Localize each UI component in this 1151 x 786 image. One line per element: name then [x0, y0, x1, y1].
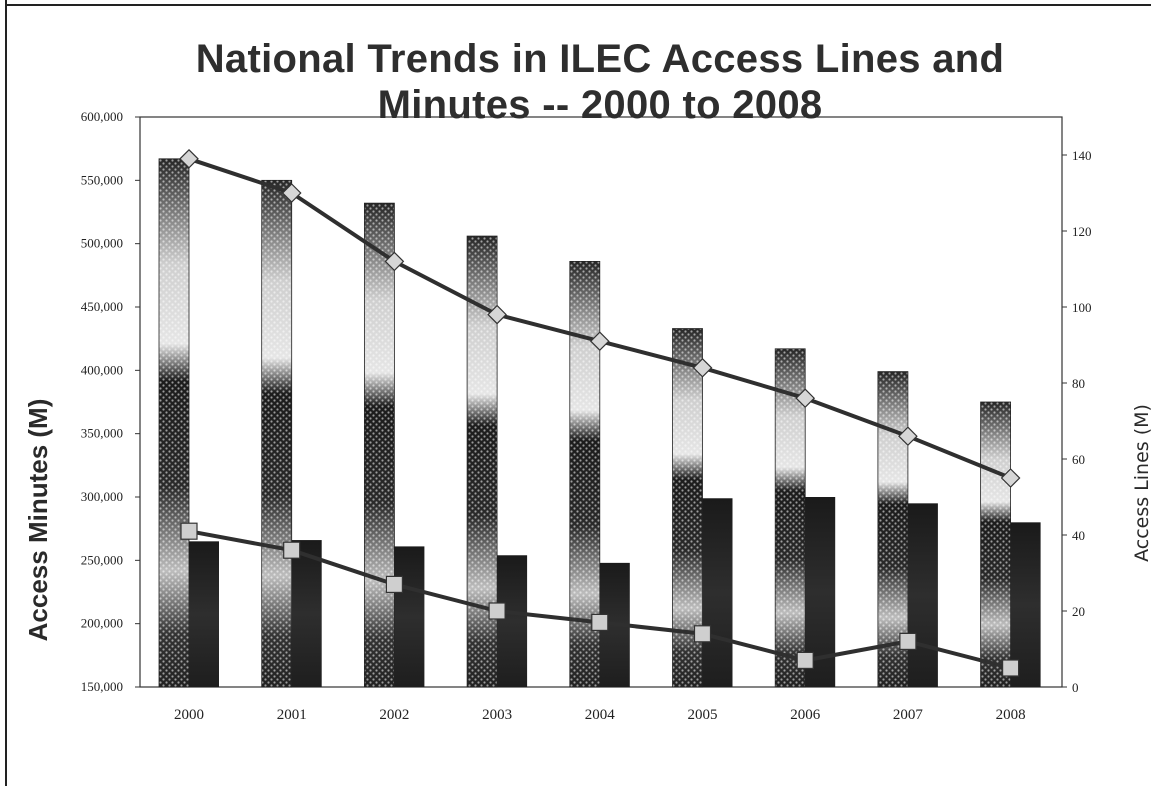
diamond-marker: [795, 388, 816, 409]
square-marker: [180, 522, 198, 540]
y-axis-left: 150,000 200,000 250,000 300,000 350,000 400,0…: [81, 109, 140, 694]
bar-access-minutes-total: [980, 401, 1011, 688]
y2-tick-label: 100: [1072, 300, 1092, 315]
bar-texture: [363, 202, 395, 688]
bar-texture: [261, 179, 293, 688]
x-tick-label: 2001: [277, 707, 307, 723]
y-tick-label: 300,000: [81, 489, 123, 504]
y2-tick-label: 40: [1072, 528, 1085, 543]
y-tick-label: 550,000: [81, 172, 123, 187]
lines: [179, 148, 1021, 677]
bar-access-minutes-dark: [907, 503, 938, 687]
x-tick-label: 2004: [585, 707, 616, 723]
bar-access-minutes-total: [774, 348, 806, 688]
bar-access-minutes-total: [158, 158, 190, 688]
y-tick-label: 250,000: [81, 552, 123, 567]
y-tick-label: 500,000: [81, 236, 123, 251]
bar-access-minutes-dark: [189, 541, 219, 687]
bar-access-minutes-dark: [291, 540, 322, 687]
square-marker: [488, 602, 506, 620]
y-tick-label: 350,000: [81, 426, 123, 441]
y2-tick-label: 80: [1072, 376, 1085, 391]
bar-access-minutes-total: [261, 179, 293, 688]
square-marker: [591, 613, 609, 632]
y-tick-label: 200,000: [81, 616, 123, 631]
bar-access-minutes-dark: [394, 546, 425, 687]
x-tick-label: 2007: [893, 707, 924, 723]
y2-tick-label: 120: [1072, 224, 1092, 239]
bars: [158, 158, 1041, 688]
diamond-marker: [384, 251, 405, 272]
diamond-marker: [1000, 468, 1021, 488]
bar-access-minutes-dark: [497, 555, 528, 687]
y2-axis-title: Access Lines (M): [1131, 404, 1151, 562]
x-tick-label: 2008: [996, 707, 1026, 723]
chart-title: National Trends in ILEC Access Lines and…: [195, 37, 1005, 127]
y-tick-label: 600,000: [81, 109, 123, 124]
y2-tick-label: 0: [1072, 680, 1079, 695]
diamond-marker: [692, 357, 713, 378]
x-tick-label: 2002: [379, 707, 409, 723]
bar-texture: [774, 348, 806, 688]
slide-border-top: [5, 4, 1151, 6]
square-marker: [283, 541, 301, 559]
bar-access-minutes-total: [569, 260, 601, 688]
y-tick-label: 150,000: [81, 679, 123, 694]
square-marker: [796, 651, 814, 670]
x-tick-label: 2005: [688, 707, 718, 723]
y-tick-label: 450,000: [81, 299, 123, 314]
square-marker: [1001, 659, 1020, 677]
diamond-marker: [487, 304, 507, 325]
y-axis-title: Access Minutes (M): [23, 399, 53, 642]
y2-tick-label: 20: [1072, 604, 1085, 619]
bar-texture: [158, 158, 190, 688]
x-axis: 2000 2001 2002 2003 2004 2005 2006 2007 2008: [174, 707, 1026, 723]
diamond-marker: [281, 183, 302, 203]
x-tick-label: 2003: [482, 707, 512, 723]
square-marker: [385, 575, 403, 594]
x-tick-label: 2006: [790, 707, 821, 723]
bar-access-minutes-total: [363, 202, 395, 688]
diamond-marker: [898, 426, 918, 447]
diamond-marker: [179, 148, 199, 169]
slide-border-left: [5, 0, 7, 786]
bar-texture: [980, 401, 1011, 688]
y2-tick-label: 140: [1072, 148, 1092, 163]
bar-access-minutes-dark: [702, 498, 733, 687]
square-marker: [899, 632, 917, 651]
y-axis-right: 0 20 40 60 80 100 120 140: [1062, 148, 1092, 695]
square-marker: [693, 625, 712, 643]
x-tick-label: 2000: [174, 707, 204, 723]
y-tick-label: 400,000: [81, 362, 123, 377]
y2-tick-label: 60: [1072, 452, 1085, 467]
diamond-marker: [589, 331, 610, 352]
